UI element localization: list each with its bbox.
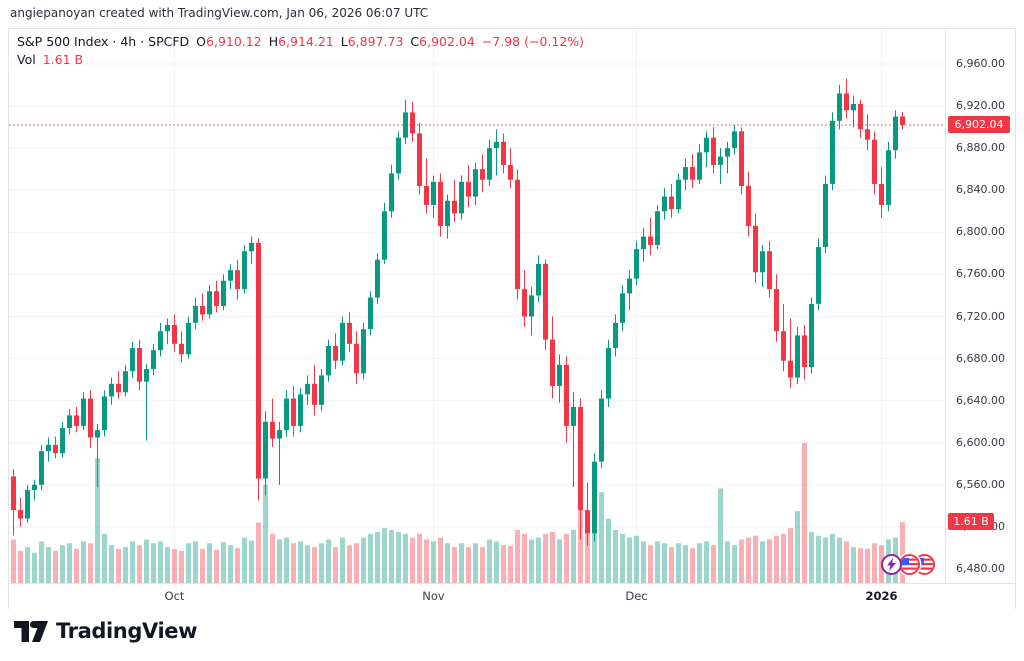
open-label: O <box>196 34 207 49</box>
high-label: H <box>268 34 279 49</box>
low-label: L <box>340 34 348 49</box>
price-tick-label: 6,600.00 <box>956 435 1005 449</box>
lightning-icon[interactable] <box>881 554 902 575</box>
market-status-icons <box>881 554 935 575</box>
close-value: 6,902.04 <box>419 34 475 49</box>
price-tick-label: 6,800.00 <box>956 225 1005 239</box>
time-axis-label-dec: Dec <box>625 589 648 603</box>
time-axis-label-oct: Oct <box>164 589 185 603</box>
close-label: C <box>410 34 420 49</box>
price-tick-label: 6,480.00 <box>956 562 1005 575</box>
time-axis-label-2026: 2026 <box>865 589 898 603</box>
attribution-text: angiepanoyan created with TradingView.co… <box>10 6 429 20</box>
volume-value: 1.61 B <box>42 52 84 67</box>
chart-legend: S&P 500 Index · 4h · SPCFD O6,910.12 H6,91… <box>17 34 584 68</box>
price-tick-label: 6,960.00 <box>956 57 1005 70</box>
time-axis-label-nov: Nov <box>422 589 445 603</box>
us-flag-icon[interactable] <box>899 554 920 575</box>
symbol-title[interactable]: S&P 500 Index · 4h · SPCFD <box>17 34 190 49</box>
price-tick-label: 6,920.00 <box>956 99 1005 113</box>
time-axis[interactable]: Oct Nov Dec 2026 <box>9 583 1015 609</box>
axis-separator <box>945 29 946 608</box>
price-tick-label: 6,640.00 <box>956 393 1005 407</box>
tradingview-logo-mark <box>14 620 48 642</box>
last-volume-badge: 1.61 B <box>948 513 994 531</box>
price-tick-label: 6,880.00 <box>956 141 1005 155</box>
low-value: 6,897.73 <box>347 34 404 49</box>
tradingview-logo[interactable]: TradingView <box>14 619 197 643</box>
chart-frame: S&P 500 Index · 4h · SPCFD O6,910.12 H6,91… <box>8 28 1016 609</box>
change-value: −7.98 (−0.12%) <box>481 34 585 49</box>
brand-wordmark: TradingView <box>56 619 198 643</box>
open-value: 6,910.12 <box>206 34 262 49</box>
price-tick-label: 6,680.00 <box>956 351 1005 365</box>
price-tick-label: 6,760.00 <box>956 267 1005 281</box>
price-chart-svg[interactable] <box>9 29 945 583</box>
price-tick-label: 6,840.00 <box>956 183 1005 197</box>
price-tick-label: 6,560.00 <box>956 477 1005 491</box>
price-tick-label: 6,720.00 <box>956 309 1005 323</box>
high-value: 6,914.21 <box>278 34 334 49</box>
last-price-badge: 6,902.04 <box>948 115 1010 133</box>
volume-label: Vol <box>17 52 36 67</box>
price-axis[interactable]: 6,960.00 6,920.00 6,880.00 6,840.00 6,800.00… <box>946 29 1015 583</box>
